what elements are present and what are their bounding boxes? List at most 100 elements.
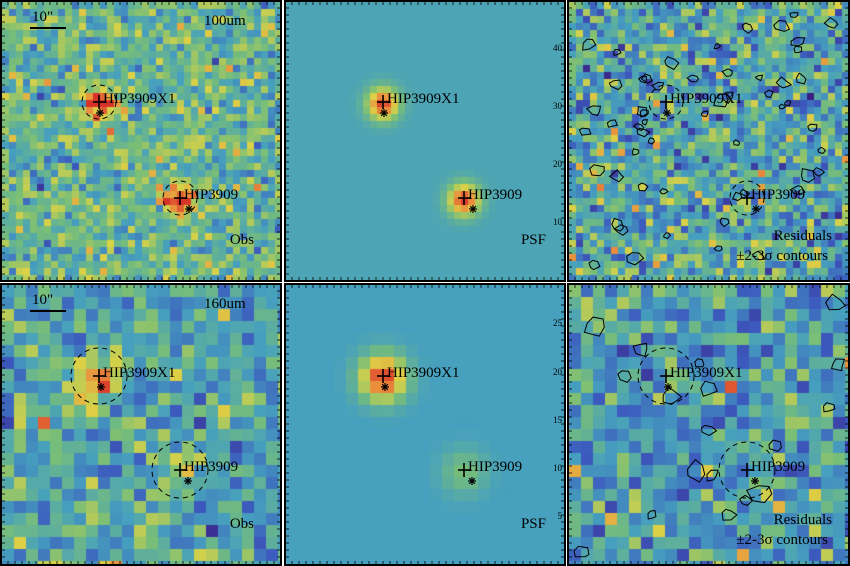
aperture-circle: [162, 180, 198, 216]
residual-contour: [686, 458, 706, 483]
source-label: HIP3909: [184, 459, 239, 475]
panel-160um-obs: HIP3909X1 HIP3909 Obs 160um 10": [0, 283, 282, 566]
aperture-circle: [81, 84, 117, 120]
source-label: HIP3909: [468, 187, 523, 203]
source-plus-marker: [174, 191, 186, 205]
panel-sublabel: ±2-3σ contours: [736, 248, 828, 264]
source-asterisk-marker: [468, 477, 476, 485]
source-asterisk-marker: [184, 477, 192, 485]
aperture-circle: [637, 347, 695, 405]
residual-contour: [588, 259, 601, 271]
source-asterisk-marker: [751, 477, 759, 485]
residual-contour: [583, 316, 605, 337]
residual-contour: [640, 73, 653, 84]
residual-contour: [823, 16, 839, 29]
residual-contour: [659, 188, 669, 195]
residual-contour: [778, 103, 787, 110]
residual-contour: [613, 48, 622, 56]
residual-contour: [745, 485, 773, 504]
residual-contour: [754, 74, 764, 82]
residual-contour: [662, 386, 683, 405]
source-asterisk-marker: [663, 109, 671, 117]
obs-image: [2, 2, 280, 280]
source-plus-marker: [741, 463, 753, 477]
residual-contour: [713, 42, 722, 50]
source-plus-marker: [93, 369, 105, 383]
residual-contour: [741, 22, 754, 35]
residual-contour: [789, 12, 799, 18]
residual-contour: [721, 68, 733, 77]
residual-contour: [700, 380, 718, 397]
residual-contour: [700, 424, 718, 436]
residual-contour: [663, 232, 672, 240]
panel-label: PSF: [520, 516, 546, 532]
source-plus-marker: [458, 191, 470, 205]
residual-contour: [608, 169, 625, 183]
residual-contour: [763, 89, 774, 98]
res-image: [569, 285, 848, 564]
overlay: [2, 2, 280, 280]
panel-label: PSF: [520, 232, 546, 248]
source-asterisk-marker: [381, 383, 389, 391]
panel-160um-res: HIP3909X1 HIP3909 ±2-3σ contours Residuals: [567, 283, 850, 566]
residual-contour: [790, 36, 806, 46]
panel-label: Residuals: [773, 228, 832, 244]
panel-label: Obs: [229, 232, 254, 248]
residual-contour: [578, 127, 592, 136]
residual-contour: [611, 217, 624, 232]
source-asterisk-marker: [380, 109, 388, 117]
panel-label: Obs: [229, 516, 254, 532]
residual-contour: [768, 439, 782, 452]
residual-contour: [632, 123, 645, 132]
residual-contour: [706, 469, 719, 482]
residual-contour: [719, 217, 730, 228]
source-label: HIP3909: [751, 459, 806, 475]
source-label: HIP3909X1: [670, 365, 743, 381]
residual-contour: [608, 79, 623, 91]
residual-contour: [651, 81, 665, 91]
overlay: [569, 2, 848, 280]
residual-contour: [775, 76, 793, 89]
axis-tick-label: 10: [553, 217, 562, 228]
panel-label: Residuals: [773, 512, 832, 528]
axis-tick-label: 40: [553, 43, 562, 54]
panel-100um-psf: HIP3909X1 HIP3909 PSF 10 20 30 40: [284, 0, 566, 282]
residual-contour: [585, 105, 602, 117]
residual-contour: [632, 342, 648, 358]
scale-bar-label: 10": [32, 9, 54, 25]
residual-contour: [626, 252, 645, 266]
source-label: HIP3909X1: [387, 91, 460, 107]
residual-contour: [731, 191, 743, 201]
residual-contour: [807, 123, 818, 132]
residual-contour: [694, 358, 705, 368]
obs-image: [2, 285, 280, 564]
source-plus-marker: [93, 95, 105, 109]
residual-contour: [713, 245, 723, 252]
source-plus-marker: [660, 369, 672, 383]
source-label: HIP3909X1: [103, 91, 176, 107]
scale-bar-label: 10": [32, 292, 54, 308]
source-label: HIP3909X1: [387, 365, 460, 381]
residual-contour: [589, 164, 605, 177]
source-plus-marker: [174, 463, 186, 477]
overlay: [286, 285, 564, 564]
residual-contour: [573, 545, 590, 558]
residual-contour: [637, 182, 649, 192]
source-plus-marker: [741, 191, 753, 205]
residual-contour: [822, 402, 836, 413]
source-asterisk-marker: [185, 205, 193, 213]
axis-tick-label: 20: [553, 159, 562, 170]
residual-contour: [582, 38, 597, 51]
residual-contour: [751, 250, 766, 261]
source-plus-marker: [377, 369, 389, 383]
overlay: [286, 2, 564, 280]
residual-contour: [830, 358, 846, 372]
source-asterisk-marker: [97, 383, 105, 391]
axis-tick-label: 15: [553, 414, 562, 425]
axis-tick-label: 30: [553, 101, 562, 112]
residual-contour: [713, 93, 729, 108]
residual-contour: [639, 109, 649, 118]
band-label: 160um: [204, 296, 246, 312]
residual-contour: [793, 45, 803, 54]
residual-contour: [784, 99, 792, 107]
